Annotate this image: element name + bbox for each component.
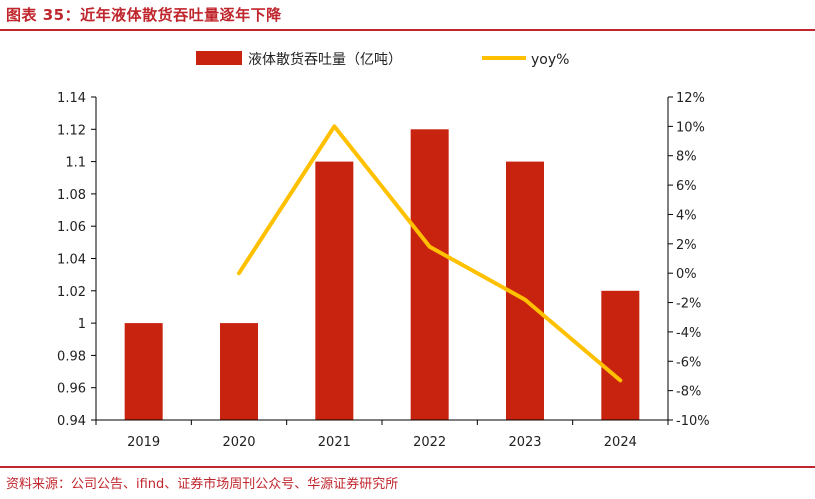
bar-series [124,129,640,421]
legend-swatch-bar [196,51,242,65]
x-tick-label: 2022 [413,435,446,450]
legend-label-line: yoy% [531,52,569,68]
chart: 液体散货吞吐量（亿吨） yoy% 0.94 0.96 0.98 1 1.02 1.04 1.0… [57,51,710,450]
y-left-tick-label: 1.06 [57,220,86,235]
y-right-tick-label: 4% [676,208,697,223]
y-left-tick-label: 1.12 [57,123,86,138]
y-right-tick-label: 10% [676,120,705,135]
bar-2024 [601,290,640,420]
y-left-tick-label: 1.04 [57,253,86,268]
y-right-tick-label: -4% [676,326,701,341]
y-right-tick-label: 6% [676,179,697,194]
source-rule [0,466,815,468]
yoy-point-2021 [333,125,335,127]
y-left-tick-label: 1.1 [65,156,86,171]
y-right-tick-label: 2% [676,238,697,253]
y-right-tick-label: -8% [676,385,701,400]
y-left-tick-label: 1 [78,317,86,332]
y-left-tick-label: 0.94 [57,414,86,429]
yoy-point-2020 [238,272,240,274]
yoy-point-2023 [524,299,526,301]
bar-2021 [315,161,354,420]
x-tick-label: 2020 [222,435,255,450]
y-right-tick-label: -2% [676,297,701,312]
x-tick-label: 2019 [127,435,160,450]
source-note: 资料来源：公司公告、ifind、证券市场周刊公众号、华源证券研究所 [6,477,399,492]
y-right-tick-label: -6% [676,355,701,370]
legend: 液体散货吞吐量（亿吨） yoy% [196,51,569,68]
title-rule [0,29,815,31]
x-tick-label: 2024 [604,435,637,450]
y-left-tick-label: 1.02 [57,285,86,300]
y-right-tick-label: 12% [676,91,705,106]
y-left-tick-label: 1.08 [57,188,86,203]
x-tick-label: 2021 [318,435,351,450]
bar-2022 [410,129,449,421]
yoy-point-2022 [429,246,431,248]
y-right-tick-label: 0% [676,267,697,282]
y-left-tick-label: 0.98 [57,349,86,364]
figure-title: 图表 35：近年液体散货吞吐量逐年下降 [6,6,282,24]
y-right-tick-label: 8% [676,150,697,165]
y-left-tick-label: 1.14 [57,91,86,106]
legend-label-bar: 液体散货吞吐量（亿吨） [248,51,402,68]
y-left-tick-label: 0.96 [57,382,86,397]
axes: 0.94 0.96 0.98 1 1.02 1.04 1.06 1.08 1.1 1.12 1.14… [57,91,710,450]
bar-2019 [124,323,163,420]
y-right-tick-label: -10% [676,414,710,429]
x-tick-label: 2023 [508,435,541,450]
line-series [237,124,623,383]
bar-2020 [220,323,258,420]
yoy-point-2024 [619,379,621,381]
